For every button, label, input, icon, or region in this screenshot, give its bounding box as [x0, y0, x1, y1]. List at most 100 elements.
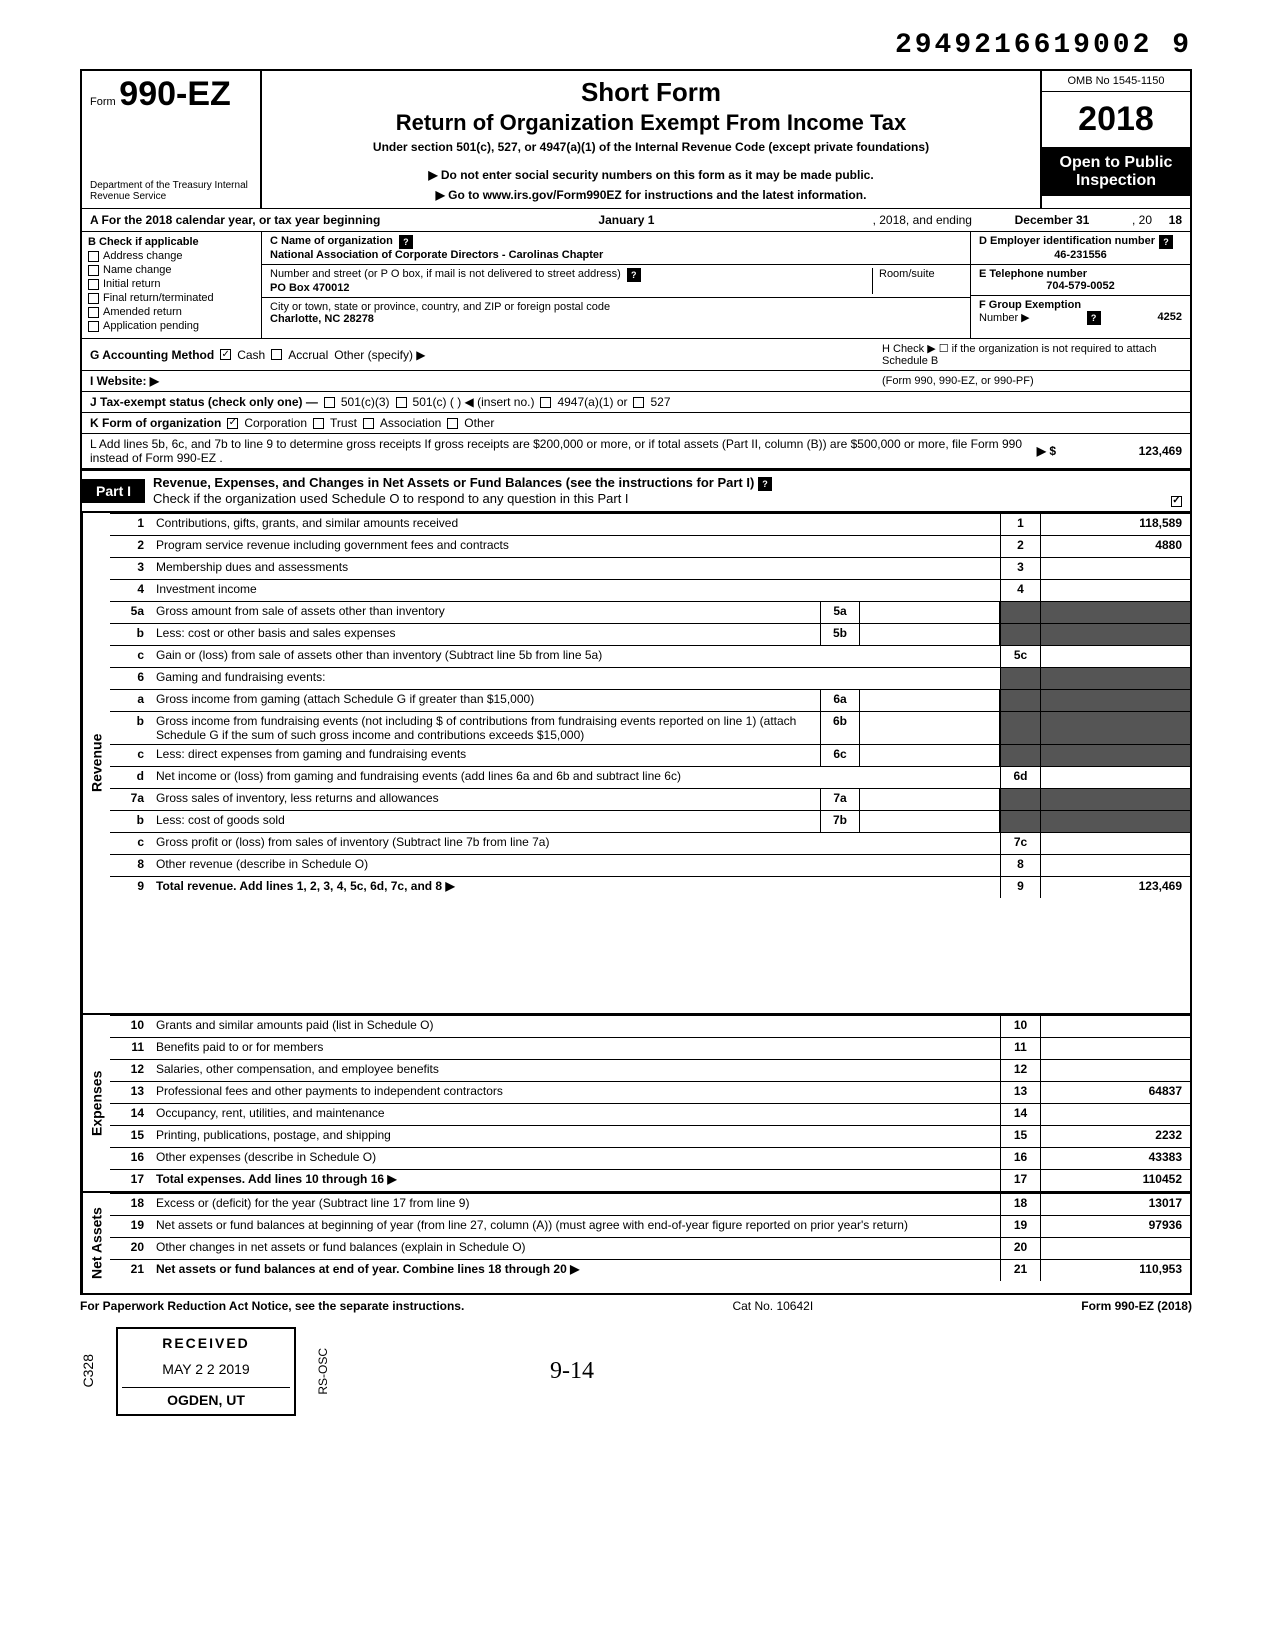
group-number: 4252 — [1158, 311, 1182, 325]
checkbox-accrual[interactable] — [271, 349, 282, 360]
row-a-label: A For the 2018 calendar year, or tax yea… — [90, 213, 380, 227]
end-line-value — [1040, 580, 1190, 601]
mid-line-value — [860, 745, 1000, 766]
mid-line-number: 6b — [820, 712, 860, 744]
chk-label: Initial return — [103, 278, 160, 290]
line-description: Less: direct expenses from gaming and fu… — [150, 745, 820, 766]
end-line-value: 2232 — [1040, 1126, 1190, 1147]
line-description: Gross profit or (loss) from sales of inv… — [150, 833, 1000, 854]
form-number: 990-EZ — [119, 75, 231, 113]
checkbox-association[interactable] — [363, 418, 374, 429]
end-line-number: 10 — [1000, 1016, 1040, 1037]
end-line-value — [1040, 1104, 1190, 1125]
checkbox-527[interactable] — [633, 397, 644, 408]
end-shaded — [1000, 789, 1040, 810]
org-address: PO Box 470012 — [270, 282, 872, 294]
end-shaded — [1000, 602, 1040, 623]
title-return: Return of Organization Exempt From Incom… — [272, 110, 1030, 136]
opt-527: 527 — [650, 395, 670, 409]
table-row: 10Grants and similar amounts paid (list … — [110, 1015, 1190, 1037]
opt-other: Other — [464, 416, 494, 430]
line-number: 19 — [110, 1216, 150, 1237]
end-line-value: 118,589 — [1040, 514, 1190, 535]
end-line-value — [1040, 855, 1190, 876]
row-g-h: G Accounting Method ✓Cash Accrual Other … — [80, 338, 1192, 370]
handwritten-mark: 9-14 — [550, 1358, 594, 1385]
end-line-number: 9 — [1000, 877, 1040, 898]
mid-line-value — [860, 712, 1000, 744]
row-a-yr-lbl: , 20 — [1132, 213, 1152, 227]
line-description: Total expenses. Add lines 10 through 16 … — [150, 1170, 1000, 1191]
help-icon[interactable]: ? — [1159, 235, 1173, 249]
table-row: 2Program service revenue including gover… — [110, 535, 1190, 557]
g-label: G Accounting Method — [90, 348, 214, 362]
room-label: Room/suite — [872, 268, 962, 294]
checkbox-final-return[interactable] — [88, 293, 99, 304]
end-shaded — [1040, 690, 1190, 711]
line-number: c — [110, 745, 150, 766]
end-shaded — [1000, 745, 1040, 766]
mid-line-number: 7a — [820, 789, 860, 810]
end-line-number: 15 — [1000, 1126, 1040, 1147]
end-line-value — [1040, 1016, 1190, 1037]
checkbox-corporation[interactable]: ✓ — [227, 418, 238, 429]
help-icon[interactable]: ? — [1087, 311, 1101, 325]
line-description: Less: cost or other basis and sales expe… — [150, 624, 820, 645]
checkbox-application-pending[interactable] — [88, 321, 99, 332]
line-description: Gross sales of inventory, less returns a… — [150, 789, 820, 810]
line-number: 13 — [110, 1082, 150, 1103]
city-label: City or town, state or province, country… — [270, 301, 962, 313]
checkbox-501c3[interactable] — [324, 397, 335, 408]
checkbox-other[interactable] — [447, 418, 458, 429]
form-header: Form 990-EZ Department of the Treasury I… — [80, 69, 1192, 208]
checkbox-4947[interactable] — [540, 397, 551, 408]
opt-assoc: Association — [380, 416, 441, 430]
checkbox-schedule-o[interactable]: ✓ — [1171, 496, 1182, 507]
opt-corp: Corporation — [244, 416, 307, 430]
checkbox-name-change[interactable] — [88, 265, 99, 276]
table-row: 19Net assets or fund balances at beginni… — [110, 1215, 1190, 1237]
table-row: 21Net assets or fund balances at end of … — [110, 1259, 1190, 1281]
row-k: K Form of organization ✓Corporation Trus… — [80, 412, 1192, 433]
part-1-tab: Part I — [82, 479, 145, 503]
mid-line-number: 5b — [820, 624, 860, 645]
end-line-value: 64837 — [1040, 1082, 1190, 1103]
help-icon[interactable]: ? — [627, 268, 641, 282]
line-number: 21 — [110, 1260, 150, 1281]
d-label: D Employer identification number — [979, 235, 1155, 249]
line-description: Printing, publications, postage, and shi… — [150, 1126, 1000, 1147]
table-row: 4Investment income4 — [110, 579, 1190, 601]
checkbox-501c[interactable] — [396, 397, 407, 408]
line-number: 5a — [110, 602, 150, 623]
checkbox-initial-return[interactable] — [88, 279, 99, 290]
checkbox-trust[interactable] — [313, 418, 324, 429]
title-shortform: Short Form — [272, 77, 1030, 108]
line-number: b — [110, 811, 150, 832]
line-description: Gross income from gaming (attach Schedul… — [150, 690, 820, 711]
opt-501c: 501(c) ( ) ◀ (insert no.) — [413, 395, 535, 409]
table-row: 1Contributions, gifts, grants, and simil… — [110, 513, 1190, 535]
help-icon[interactable]: ? — [399, 235, 413, 249]
mid-line-number: 6c — [820, 745, 860, 766]
line-description: Gross amount from sale of assets other t… — [150, 602, 820, 623]
end-line-value: 123,469 — [1040, 877, 1190, 898]
line-description: Other revenue (describe in Schedule O) — [150, 855, 1000, 876]
revenue-sidebar: Revenue — [82, 513, 110, 1013]
end-shaded — [1040, 668, 1190, 689]
rs-osc-label: RS-OSC — [316, 1348, 330, 1395]
stamp-date: MAY 2 2 2019 — [122, 1361, 290, 1377]
line-number: b — [110, 624, 150, 645]
end-line-number: 18 — [1000, 1194, 1040, 1215]
help-icon[interactable]: ? — [758, 477, 772, 491]
f-label2: Number ▶ — [979, 311, 1030, 325]
open-inspection: Open to Public Inspection — [1042, 148, 1190, 196]
header-center: Short Form Return of Organization Exempt… — [262, 71, 1040, 208]
table-row: 15Printing, publications, postage, and s… — [110, 1125, 1190, 1147]
header-left: Form 990-EZ Department of the Treasury I… — [82, 71, 262, 208]
line-description: Gain or (loss) from sale of assets other… — [150, 646, 1000, 667]
end-shaded — [1000, 811, 1040, 832]
checkbox-cash[interactable]: ✓ — [220, 349, 231, 360]
k-label: K Form of organization — [90, 416, 221, 430]
checkbox-address-change[interactable] — [88, 251, 99, 262]
checkbox-amended-return[interactable] — [88, 307, 99, 318]
